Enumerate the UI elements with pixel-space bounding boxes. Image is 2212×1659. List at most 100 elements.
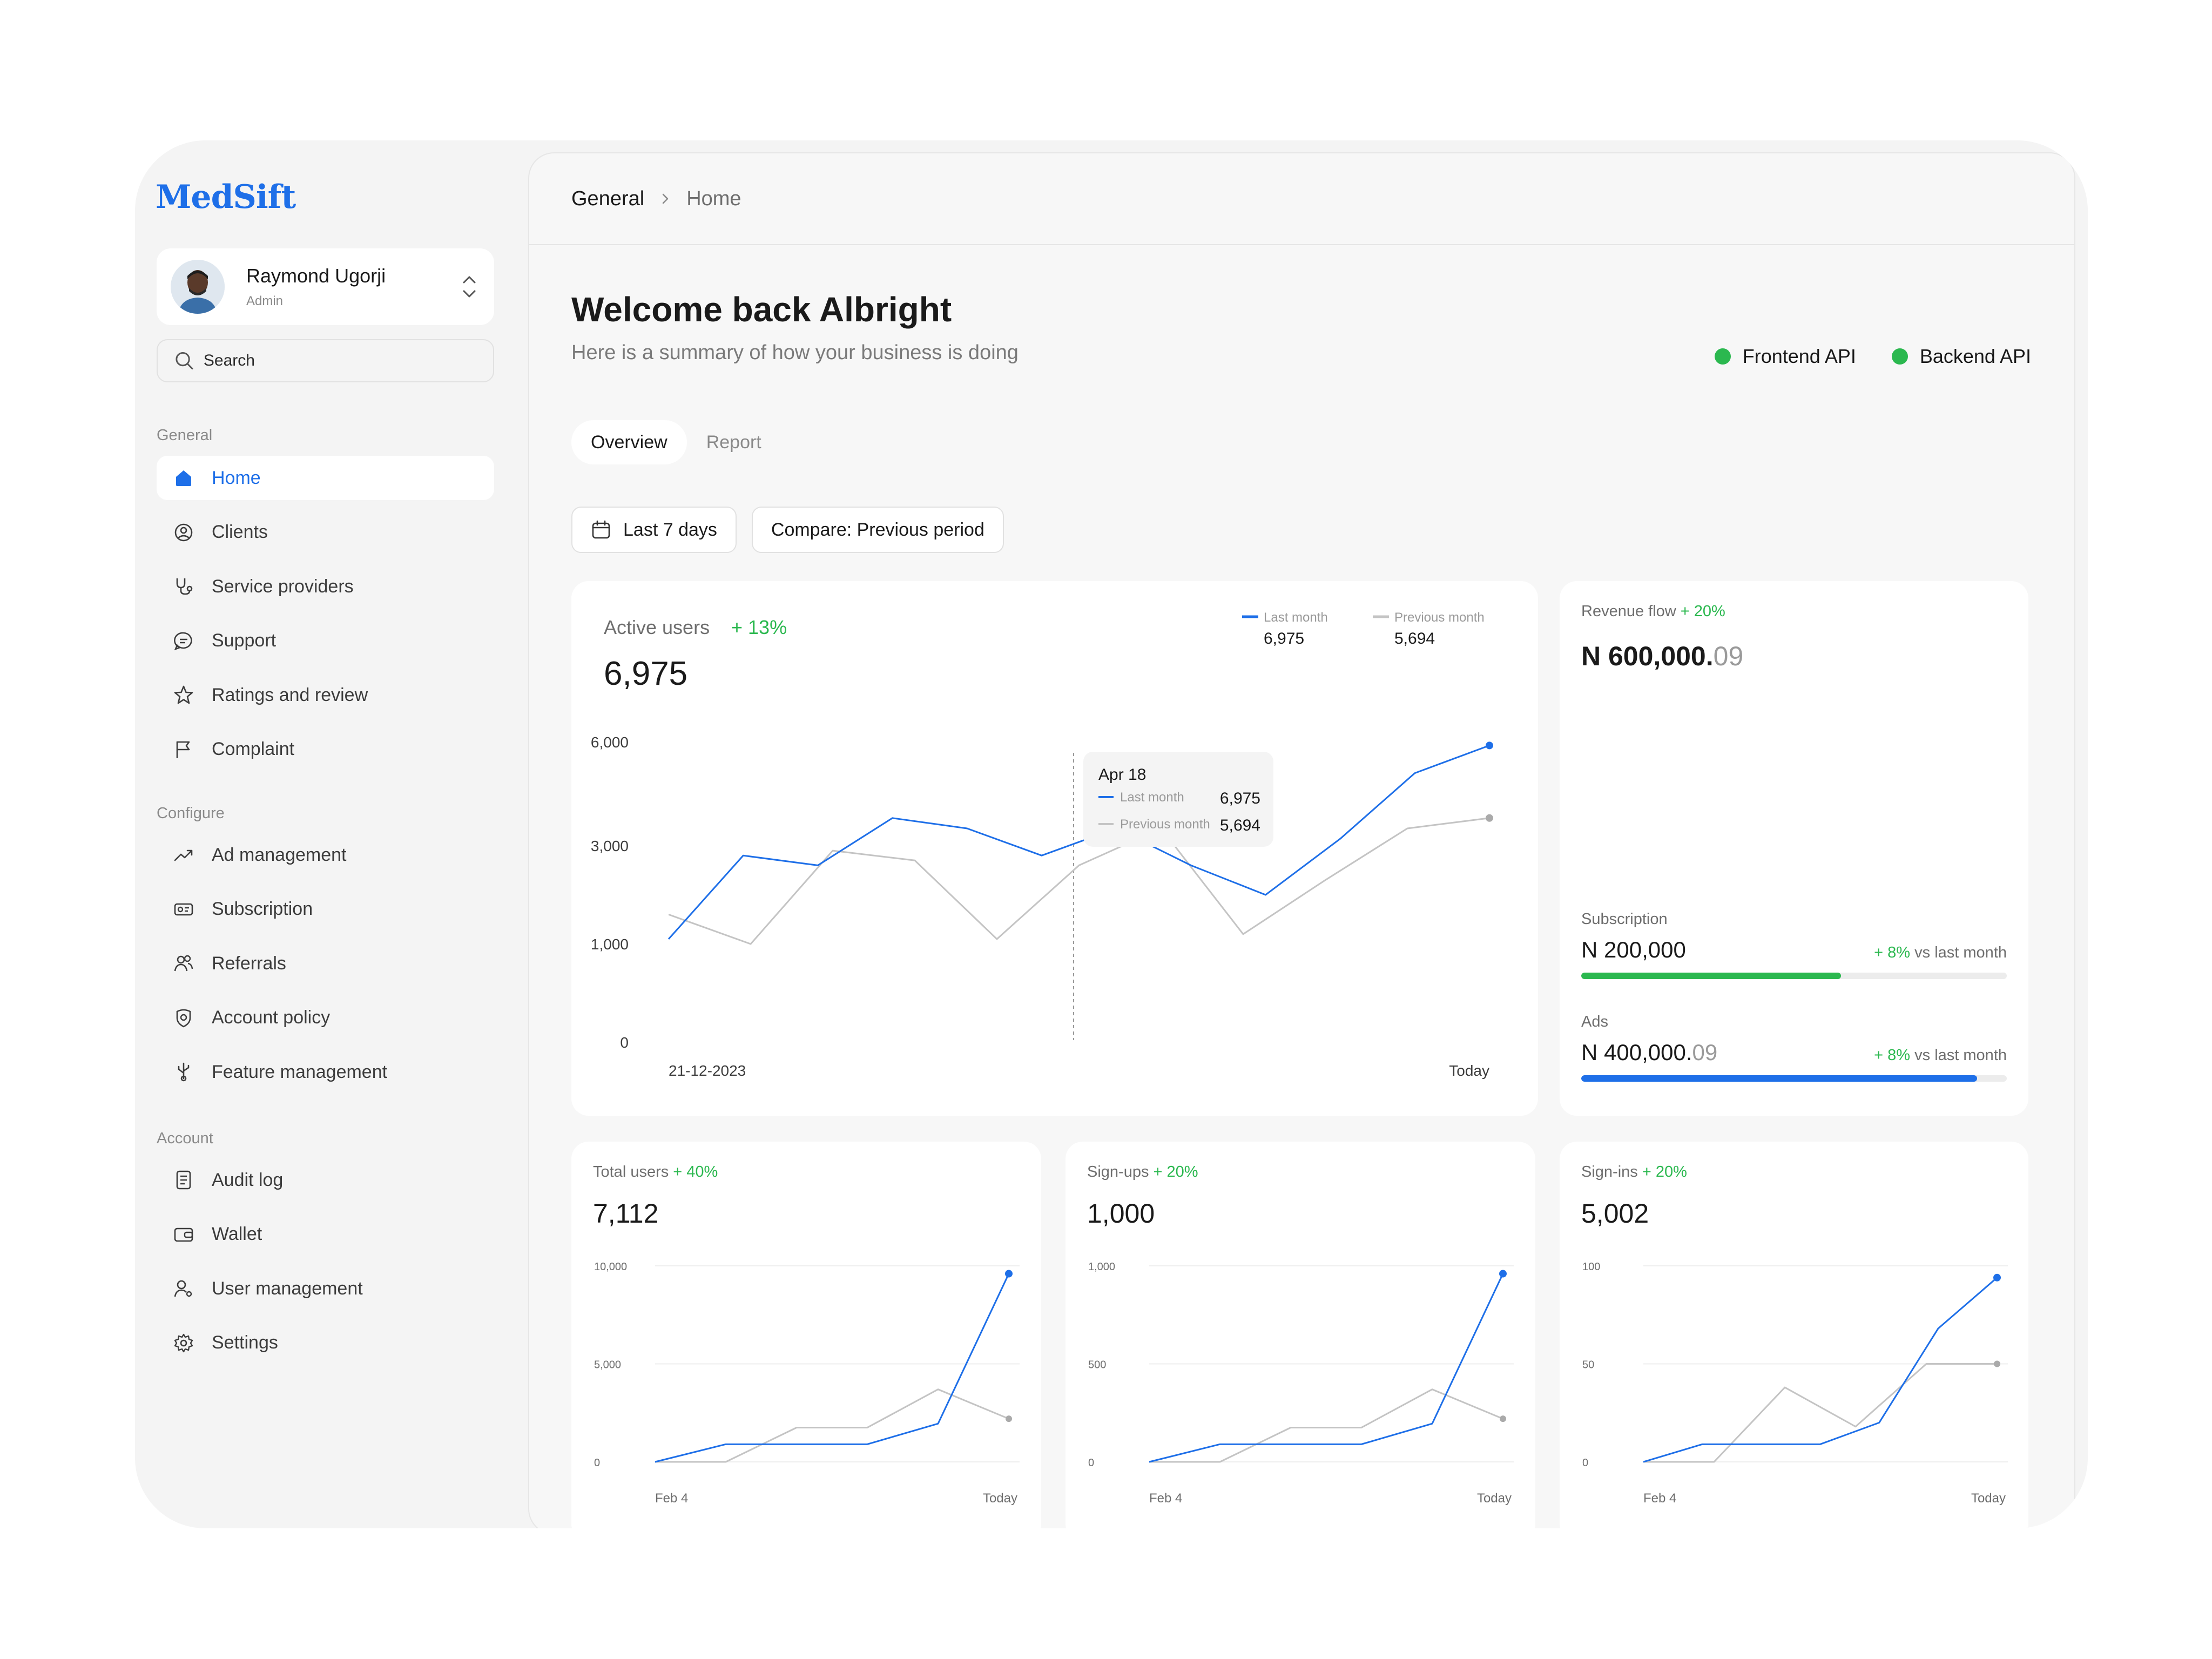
y-tick-label: 500: [1088, 1359, 1106, 1371]
sidebar-item-referrals[interactable]: Referrals: [157, 941, 494, 986]
series-previous-month-endpoint: [1486, 814, 1493, 822]
revenue-amount-main: N 600,000.: [1581, 641, 1714, 671]
main-content: General Home Welcome back Albright Here …: [528, 152, 2075, 1528]
api-status-label: Backend API: [1919, 345, 2031, 367]
series-previous-month-endpoint: [1006, 1415, 1012, 1422]
y-tick-label: 1,000: [1088, 1261, 1115, 1273]
sign-ups-label: Sign-ups + 20%: [1087, 1163, 1198, 1181]
subscription-breakdown: Subscription N 200,000 + 8% vs last mont…: [1581, 911, 2007, 979]
tab-overview[interactable]: Overview: [571, 420, 687, 464]
ads-progress-bar: [1581, 1075, 2007, 1082]
sidebar-section-configure: Configure: [157, 805, 225, 822]
sidebar-item-support[interactable]: Support: [157, 619, 494, 663]
legend-label: Last month: [1264, 610, 1328, 625]
sidebar-item-clients[interactable]: Clients: [157, 510, 494, 555]
total-users-title: Total users: [593, 1163, 669, 1181]
x-tick-label: 21-12-2023: [669, 1062, 746, 1079]
page-subtitle: Here is a summary of how your business i…: [571, 341, 1019, 364]
active-users-value: 6,975: [604, 655, 687, 692]
sign-ins-chart: 0 50 100 Feb 4 Today: [1582, 1261, 2008, 1506]
sidebar-item-user-management[interactable]: User management: [157, 1266, 494, 1311]
series-previous-month-endpoint: [1500, 1415, 1506, 1422]
ads-breakdown: Ads N 400,000.09 + 8% vs last month: [1581, 1013, 2007, 1082]
subscription-change: + 8% vs last month: [1874, 944, 2007, 962]
sidebar-item-complaint[interactable]: Complaint: [157, 727, 494, 772]
x-tick-label: Feb 4: [1149, 1491, 1182, 1506]
revenue-card: Revenue flow + 20% N 600,000.09 Subscrip…: [1560, 581, 2028, 1116]
sidebar-item-subscription[interactable]: Subscription: [157, 887, 494, 932]
x-tick-label: Today: [1449, 1062, 1489, 1079]
total-users-value: 7,112: [593, 1198, 659, 1229]
chevron-up-down-icon[interactable]: [458, 271, 480, 303]
series-previous-month-endpoint: [1994, 1360, 2000, 1367]
sidebar-item-label: Complaint: [212, 739, 295, 759]
x-tick-label: Today: [983, 1491, 1017, 1506]
sidebar-item-account-policy[interactable]: Account policy: [157, 996, 494, 1040]
series-previous-month: [1643, 1363, 1997, 1463]
revenue-amount-decimal: 09: [1713, 641, 1744, 671]
user-cog-icon: [174, 1280, 192, 1297]
flag-icon: [176, 741, 190, 758]
compare-button[interactable]: Compare: Previous period: [751, 507, 1004, 553]
breadcrumb: General Home: [529, 153, 2074, 245]
y-tick-label: 10,000: [594, 1261, 627, 1273]
subscription-change-value: + 8%: [1874, 944, 1911, 961]
y-tick-label: 50: [1582, 1359, 1594, 1371]
sidebar-item-label: Ratings and review: [212, 684, 368, 705]
breadcrumb-current: Home: [686, 187, 741, 210]
sign-ins-title: Sign-ins: [1581, 1163, 1638, 1181]
ads-label: Ads: [1581, 1013, 1608, 1030]
y-tick-label: 0: [620, 1034, 629, 1051]
profile-switcher[interactable]: Raymond Ugorji Admin: [157, 248, 494, 325]
tooltip-label: Previous month: [1120, 817, 1210, 832]
policy-icon: [176, 1009, 191, 1027]
sidebar: MedSift Raymond Ugorji Admin: [135, 140, 529, 1528]
tab-report[interactable]: Report: [706, 431, 761, 453]
y-tick-label: 6,000: [591, 734, 629, 751]
revenue-label: Revenue flow + 20%: [1581, 603, 1725, 621]
breadcrumb-root[interactable]: General: [571, 187, 645, 210]
active-users-label: Active users: [604, 616, 710, 638]
total-users-card: Total users + 40% 7,112 0 5,000 10,000 Feb …: [571, 1142, 1041, 1528]
x-tick-label: Today: [1971, 1491, 2006, 1506]
sign-ups-title: Sign-ups: [1087, 1163, 1149, 1181]
tooltip-label: Last month: [1120, 790, 1184, 805]
date-range-button[interactable]: Last 7 days: [571, 507, 737, 553]
trending-up-icon: [174, 849, 193, 861]
legend-label: Previous month: [1394, 610, 1485, 625]
home-icon: [176, 470, 191, 486]
series-previous-month: [1149, 1388, 1503, 1463]
sign-ins-label: Sign-ins + 20%: [1581, 1163, 1687, 1181]
sidebar-item-ratings-and-review[interactable]: Ratings and review: [157, 673, 494, 717]
search-input[interactable]: [203, 352, 477, 370]
sidebar-item-audit-log[interactable]: Audit log: [157, 1158, 494, 1202]
sidebar-item-service-providers[interactable]: Service providers: [157, 564, 494, 609]
avatar: [171, 260, 225, 314]
sidebar-item-home[interactable]: Home: [157, 456, 494, 500]
ads-amount-decimal: 09: [1692, 1040, 1718, 1065]
sidebar-item-settings[interactable]: Settings: [157, 1321, 494, 1365]
series-last-month-endpoint: [1486, 741, 1493, 750]
chat-bubble-icon: [174, 632, 192, 650]
sidebar-item-feature-management[interactable]: Feature management: [157, 1050, 494, 1094]
series-last-month-endpoint: [1499, 1270, 1507, 1278]
subscription-label: Subscription: [1581, 911, 1668, 928]
usb-icon: [178, 1062, 190, 1082]
user-circle-icon: [174, 523, 193, 541]
logo: MedSift: [156, 178, 296, 216]
sidebar-item-wallet[interactable]: Wallet: [157, 1212, 494, 1257]
star-icon: [174, 685, 193, 704]
search-box[interactable]: [157, 339, 494, 382]
revenue-change: + 20%: [1680, 603, 1725, 620]
series-last-month: [655, 1273, 1010, 1463]
sidebar-item-label: Home: [212, 467, 261, 488]
gear-icon: [174, 1333, 193, 1352]
ads-change: + 8% vs last month: [1874, 1047, 2007, 1064]
sidebar-item-label: Clients: [212, 522, 268, 542]
date-range-label: Last 7 days: [623, 519, 717, 540]
active-users-chart: Active users + 13% 6,975 Last month 6,975 Pre…: [591, 610, 1493, 1079]
sidebar-item-ad-management[interactable]: Ad management: [157, 833, 494, 877]
profile-name: Raymond Ugorji: [246, 265, 386, 287]
y-tick-label: 100: [1582, 1261, 1600, 1273]
tooltip-value: 6,975: [1220, 790, 1260, 807]
